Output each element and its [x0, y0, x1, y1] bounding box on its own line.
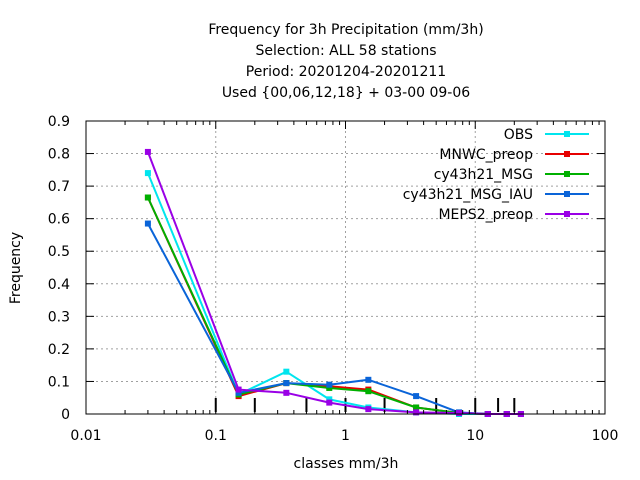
- series-line-cy43h21_msg: [146, 197, 521, 415]
- legend-label: cy43h21_MSG_IAU: [403, 187, 533, 203]
- chart-title-line: Period: 20201204-20201211: [246, 64, 446, 80]
- x-tick-label: 0.01: [70, 428, 101, 444]
- chart-title-line: Used {00,06,12,18} + 03-00 09-06: [222, 85, 470, 101]
- data-point: [283, 389, 290, 396]
- legend: OBS MNWC_preop cy43h21_MSG cy43h21_MSG_IAU M…: [403, 127, 589, 223]
- y-tick-label: 0: [61, 407, 70, 423]
- data-point: [144, 148, 151, 155]
- x-tick-label: 1: [341, 428, 350, 444]
- legend-label: MEPS2_preop: [438, 207, 533, 223]
- legend-swatch-marker: [564, 191, 570, 197]
- data-point: [365, 406, 372, 413]
- series-line-mnwc_preop: [146, 197, 521, 415]
- y-tick-label: 0.4: [48, 277, 70, 293]
- y-tick-label: 0.9: [48, 114, 70, 130]
- x-tick-label: 0.1: [205, 428, 227, 444]
- y-tick-label: 0.2: [48, 342, 70, 358]
- x-tick-label: 10: [466, 428, 484, 444]
- data-point: [326, 396, 333, 403]
- y-tick-label: 0.1: [48, 374, 70, 390]
- data-point: [283, 368, 290, 375]
- data-point: [326, 384, 333, 391]
- data-point: [326, 381, 333, 388]
- y-axis-label: Frequency: [8, 232, 24, 304]
- y-axis-ticks: 0 0.1 0.2 0.3 0.4 0.5 0.6 0.7 0.8 0.9: [48, 114, 605, 423]
- y-tick-label: 0.3: [48, 309, 70, 325]
- x-axis-ticks: 0.01 0.1 1 10 100: [70, 121, 618, 444]
- data-point: [413, 393, 420, 400]
- data-point: [235, 389, 242, 396]
- legend-label: OBS: [504, 127, 533, 143]
- class-bound-ticks: [214, 398, 516, 412]
- legend-label: cy43h21_MSG: [434, 167, 533, 183]
- legend-swatch-marker: [564, 131, 570, 137]
- grid-lines: [86, 121, 605, 414]
- x-axis-label: classes mm/3h: [294, 456, 399, 472]
- data-point: [144, 194, 151, 201]
- data-point: [235, 386, 242, 393]
- x-tick-label: 100: [592, 428, 619, 444]
- data-point: [326, 399, 333, 406]
- legend-label: MNWC_preop: [439, 147, 533, 163]
- data-point: [413, 404, 420, 411]
- data-point: [365, 376, 372, 383]
- data-point: [144, 170, 151, 177]
- data-point: [283, 380, 290, 387]
- chart-title-line: Selection: ALL 58 stations: [255, 43, 436, 59]
- legend-swatch-marker: [564, 151, 570, 157]
- data-point: [365, 388, 372, 395]
- legend-swatch-marker: [564, 171, 570, 177]
- y-tick-label: 0.6: [48, 212, 70, 228]
- y-tick-label: 0.7: [48, 179, 70, 195]
- data-point: [144, 220, 151, 227]
- y-tick-label: 0.5: [48, 244, 70, 260]
- data-point: [456, 410, 463, 417]
- legend-swatch-marker: [564, 211, 570, 217]
- chart-title-line: Frequency for 3h Precipitation (mm/3h): [208, 22, 483, 38]
- chart-title: Frequency for 3h Precipitation (mm/3h) Se…: [208, 22, 483, 101]
- data-point: [413, 409, 420, 416]
- y-tick-label: 0.8: [48, 147, 70, 163]
